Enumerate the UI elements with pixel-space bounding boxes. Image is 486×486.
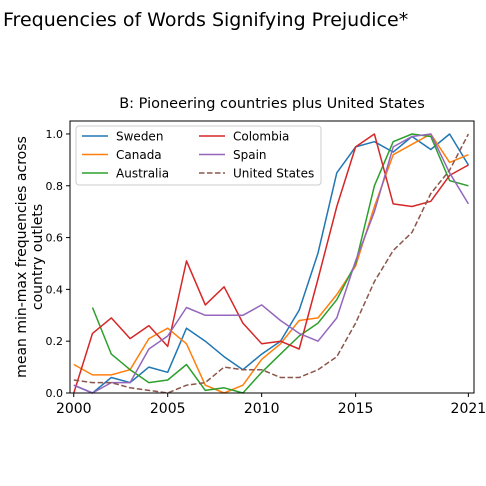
x-tick-label: 2015 bbox=[338, 401, 374, 417]
y-tick-label: 0.0 bbox=[46, 387, 64, 400]
legend-label: United States bbox=[233, 167, 314, 181]
series-line-0 bbox=[73, 133, 470, 394]
series-line-2 bbox=[91, 133, 469, 394]
y-axis-label: mean min-max frequencies acrosscountry o… bbox=[14, 136, 46, 378]
chart-title: B: Pioneering countries plus United Stat… bbox=[119, 96, 425, 112]
x-tick-label: 2021 bbox=[451, 401, 486, 417]
series-line-4 bbox=[73, 133, 470, 394]
legend-label: Sweden bbox=[116, 130, 163, 144]
legend-label: Australia bbox=[116, 167, 169, 181]
legend-label: Spain bbox=[233, 148, 267, 162]
x-tick-label: 2005 bbox=[150, 401, 186, 417]
series-line-5 bbox=[73, 133, 470, 394]
legend-label: Colombia bbox=[233, 130, 289, 144]
y-tick-label: 0.6 bbox=[46, 232, 64, 245]
plot-area: 2000 2005 2010 2015 2021 0.0 0.2 0.4 0.6 0.8 1.0 Sw… bbox=[46, 120, 486, 417]
y-axis-label-line: mean min-max frequencies across bbox=[14, 136, 30, 378]
legend-box bbox=[75, 125, 322, 186]
y-axis-label-text: mean min-max frequencies acrosscountry o… bbox=[14, 136, 46, 378]
series-line-1 bbox=[73, 133, 469, 394]
legend-label: Canada bbox=[116, 148, 162, 162]
x-tick-label: 2000 bbox=[56, 401, 92, 417]
y-tick-label: 1.0 bbox=[46, 128, 64, 141]
legend: Sweden Canada Australia Colombia Spain United… bbox=[75, 125, 322, 186]
series-line-3 bbox=[73, 133, 469, 394]
x-tick-label: 2010 bbox=[244, 401, 280, 417]
y-tick-label: 0.4 bbox=[46, 283, 64, 296]
y-axis-label-line: country outlets bbox=[30, 204, 46, 310]
axes-frame bbox=[69, 120, 475, 394]
y-tick-label: 0.8 bbox=[46, 180, 64, 193]
y-tick-label: 0.2 bbox=[46, 335, 64, 348]
page-title: Frequencies of Words Signifying Prejudic… bbox=[3, 9, 409, 31]
